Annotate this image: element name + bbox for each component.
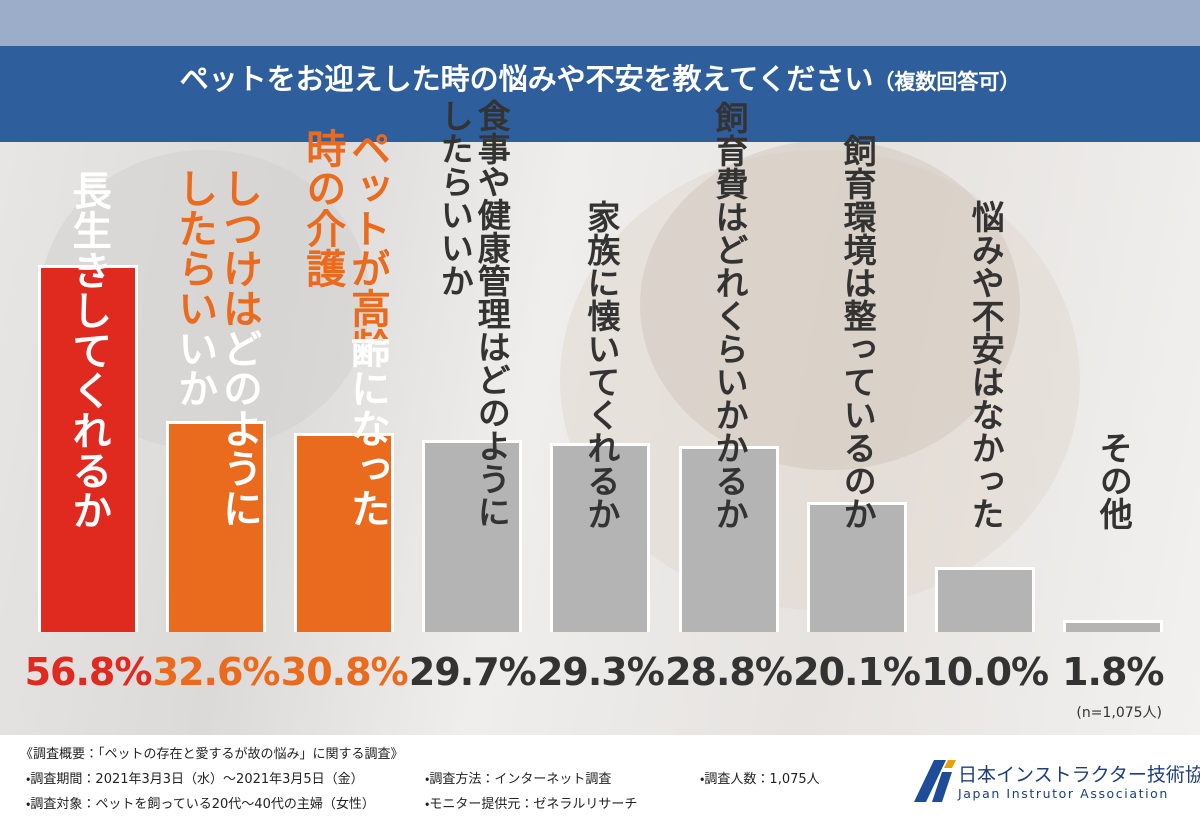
title-row: ペットをお迎えした時の悩みや不安を教えてください（複数回答可） — [0, 56, 1200, 98]
category-label: 悩みや不安はなかった — [966, 200, 1006, 530]
category-label: 長生きしてくれるか — [65, 170, 112, 530]
value-label: 29.7% — [408, 650, 537, 694]
chart-title: ペットをお迎えした時の悩みや不安を教えてください — [179, 62, 874, 96]
bar — [38, 265, 138, 632]
header-band — [0, 46, 1200, 142]
bar — [422, 440, 523, 632]
bar — [934, 567, 1035, 632]
bar — [678, 445, 779, 632]
sample-note: (n=1,075人) — [1076, 705, 1162, 721]
logo-english: Japan Instrutor Association — [958, 786, 1169, 801]
bar — [166, 421, 267, 632]
bar — [550, 442, 651, 632]
value-label: 29.3% — [536, 650, 665, 694]
footer-title: 《調査概要：「ペットの存在と愛するが故の悩み」に関する調査》 — [20, 747, 404, 762]
bar — [294, 432, 395, 632]
value-label: 30.8% — [280, 650, 409, 694]
footer-item: ・調査対象：ペットを飼っている20代～40代の主婦（女性） — [26, 797, 375, 812]
category-label: ペットが高齢になった時の介護 — [299, 128, 390, 528]
category-label: 家族に懐いてくれるか — [581, 200, 621, 530]
footer-item: ・調査人数：1,075人 — [700, 772, 820, 787]
value-label: 56.8% — [24, 650, 153, 694]
bar — [1062, 620, 1163, 632]
value-label: 32.6% — [152, 650, 281, 694]
footer-item: ・調査期間：2021年3月3日（水）～2021年3月5日（金） — [26, 772, 364, 787]
value-label: 10.0% — [921, 650, 1049, 694]
footer-item: ・調査方法：インターネット調査 — [425, 772, 612, 787]
footer-item: ・モニター提供元：ゼネラルリサーチ — [425, 797, 638, 812]
logo-name: 日本インストラクター技術協会 — [958, 764, 1200, 786]
category-label: 飼育環境は整っているのか — [838, 134, 878, 530]
photo-backdrop — [640, 140, 1020, 470]
category-label: 飼育費はどれくらいかかるか — [709, 101, 749, 530]
header-strip — [0, 0, 1200, 46]
value-label: 28.8% — [665, 650, 793, 694]
footer: 《調査概要：「ペットの存在と愛するが故の悩み」に関する調査》 ・調査期間：202… — [0, 735, 1200, 831]
logo-icon — [914, 760, 956, 802]
value-label: 20.1% — [793, 650, 921, 694]
category-label: その他 — [1094, 431, 1134, 530]
category-label: 食事や健康管理はどのようにしたらいいか — [435, 99, 512, 528]
category-label: しつけはどのようにしたらいいか — [171, 168, 262, 528]
chart-area: ペットをお迎えした時の悩みや不安を教えてください（複数回答可） (n=1,075… — [0, 0, 1200, 735]
bar — [806, 502, 907, 632]
value-label: 1.8% — [1062, 650, 1164, 694]
chart-subtitle: （複数回答可） — [873, 70, 1021, 94]
